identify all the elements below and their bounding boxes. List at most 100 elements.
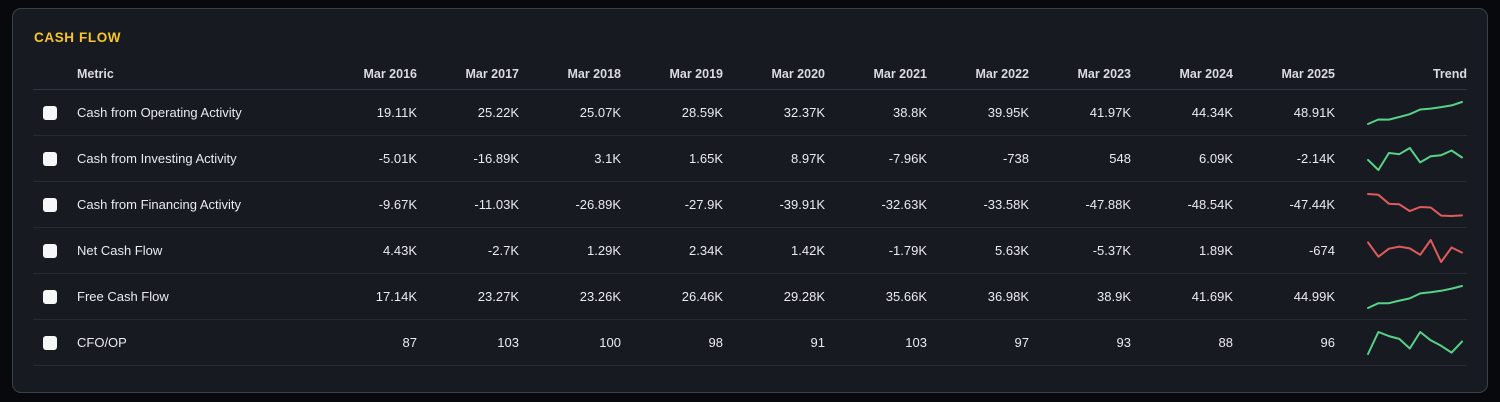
row-checkbox[interactable] [43, 197, 57, 212]
column-header-trend: Trend [1432, 66, 1467, 81]
metric-label: Net Cash Flow [77, 243, 163, 258]
table-header-row: Metric Mar 2016 Mar 2017 Mar 2018 Mar 20… [33, 58, 1467, 90]
value-cell: 35.66K [885, 289, 927, 304]
cash-flow-panel: CASH FLOW Metric Mar 2016 Mar 2017 Mar 2… [12, 8, 1488, 393]
value-cell: -26.89K [575, 197, 621, 212]
value-cell: -2.14K [1296, 151, 1335, 166]
metric-label: Cash from Investing Activity [77, 151, 237, 166]
column-header-mar-2022: Mar 2022 [975, 66, 1029, 81]
value-cell: 98 [708, 335, 723, 350]
value-cell: -7.96K [888, 151, 927, 166]
value-cell: 23.26K [579, 289, 621, 304]
metric-label: CFO/OP [77, 335, 127, 350]
value-cell: 28.59K [681, 105, 723, 120]
trend-cell [1335, 237, 1467, 265]
table-row: Cash from Investing Activity -5.01K -16.… [33, 136, 1467, 182]
value-cell: 26.46K [681, 289, 723, 304]
row-checkbox-cell [33, 289, 77, 304]
table-row: Free Cash Flow 17.14K 23.27K 23.26K 26.4… [33, 274, 1467, 320]
table-row: CFO/OP 87 103 100 98 91 103 97 93 88 96 [33, 320, 1467, 366]
value-cell: -1.79K [888, 243, 927, 258]
trend-cell [1335, 145, 1467, 173]
value-cell: 17.14K [375, 289, 417, 304]
trend-cell [1335, 329, 1467, 357]
value-cell: 1.89K [1199, 243, 1233, 258]
table-row: Net Cash Flow 4.43K -2.7K 1.29K 2.34K 1.… [33, 228, 1467, 274]
row-checkbox-cell [33, 197, 77, 212]
value-cell: -39.91K [779, 197, 825, 212]
table-row: Cash from Operating Activity 19.11K 25.2… [33, 90, 1467, 136]
row-checkbox-cell [33, 151, 77, 166]
value-cell: -47.44K [1289, 197, 1335, 212]
row-checkbox-cell [33, 335, 77, 350]
panel-title: CASH FLOW [34, 30, 122, 45]
value-cell: 39.95K [987, 105, 1029, 120]
value-cell: 97 [1014, 335, 1029, 350]
value-cell: 6.09K [1199, 151, 1233, 166]
value-cell: 23.27K [477, 289, 519, 304]
trend-cell [1335, 99, 1467, 127]
value-cell: 88 [1218, 335, 1233, 350]
column-header-mar-2021: Mar 2021 [873, 66, 927, 81]
value-cell: -27.9K [684, 197, 723, 212]
value-cell: -32.63K [881, 197, 927, 212]
value-cell: 29.28K [783, 289, 825, 304]
metric-label: Cash from Operating Activity [77, 105, 242, 120]
value-cell: 41.97K [1089, 105, 1131, 120]
trend-sparkline [1367, 284, 1463, 309]
trend-sparkline [1367, 330, 1463, 355]
trend-cell [1335, 283, 1467, 311]
row-checkbox-cell [33, 105, 77, 120]
value-cell: -2.7K [487, 243, 519, 258]
value-cell: 87 [402, 335, 417, 350]
column-header-mar-2017: Mar 2017 [465, 66, 519, 81]
row-checkbox[interactable] [43, 335, 57, 350]
value-cell: 2.34K [689, 243, 723, 258]
value-cell: -5.01K [378, 151, 417, 166]
value-cell: -738 [1002, 151, 1029, 166]
column-header-mar-2018: Mar 2018 [567, 66, 621, 81]
value-cell: -47.88K [1085, 197, 1131, 212]
value-cell: 41.69K [1191, 289, 1233, 304]
column-header-mar-2023: Mar 2023 [1077, 66, 1131, 81]
value-cell: 32.37K [783, 105, 825, 120]
value-cell: 38.9K [1097, 289, 1131, 304]
row-checkbox[interactable] [43, 151, 57, 166]
value-cell: -11.03K [474, 197, 519, 212]
value-cell: 5.63K [995, 243, 1029, 258]
row-checkbox[interactable] [43, 243, 57, 258]
value-cell: 48.91K [1293, 105, 1335, 120]
value-cell: 91 [810, 335, 825, 350]
column-header-mar-2024: Mar 2024 [1179, 66, 1233, 81]
trend-sparkline [1367, 100, 1463, 125]
value-cell: 8.97K [791, 151, 825, 166]
value-cell: 36.98K [987, 289, 1029, 304]
value-cell: 25.22K [477, 105, 519, 120]
value-cell: 1.65K [689, 151, 723, 166]
value-cell: -9.67K [378, 197, 417, 212]
column-header-mar-2020: Mar 2020 [771, 66, 825, 81]
value-cell: -674 [1308, 243, 1335, 258]
value-cell: 100 [599, 335, 621, 350]
column-header-mar-2025: Mar 2025 [1281, 66, 1335, 81]
value-cell: 103 [497, 335, 519, 350]
value-cell: 19.11K [376, 105, 417, 120]
value-cell: 548 [1109, 151, 1131, 166]
trend-sparkline [1367, 192, 1463, 217]
value-cell: 3.1K [594, 151, 621, 166]
column-header-mar-2019: Mar 2019 [669, 66, 723, 81]
value-cell: 1.29K [587, 243, 621, 258]
row-checkbox[interactable] [43, 289, 57, 304]
value-cell: -16.89K [473, 151, 519, 166]
row-checkbox[interactable] [43, 105, 57, 120]
metric-label: Free Cash Flow [77, 289, 169, 304]
row-checkbox-cell [33, 243, 77, 258]
trend-cell [1335, 191, 1467, 219]
metric-label: Cash from Financing Activity [77, 197, 242, 212]
trend-sparkline [1367, 238, 1463, 263]
value-cell: -5.37K [1092, 243, 1131, 258]
value-cell: 96 [1320, 335, 1335, 350]
column-header-metric: Metric [77, 66, 114, 81]
value-cell: 44.99K [1293, 289, 1335, 304]
value-cell: 93 [1116, 335, 1131, 350]
